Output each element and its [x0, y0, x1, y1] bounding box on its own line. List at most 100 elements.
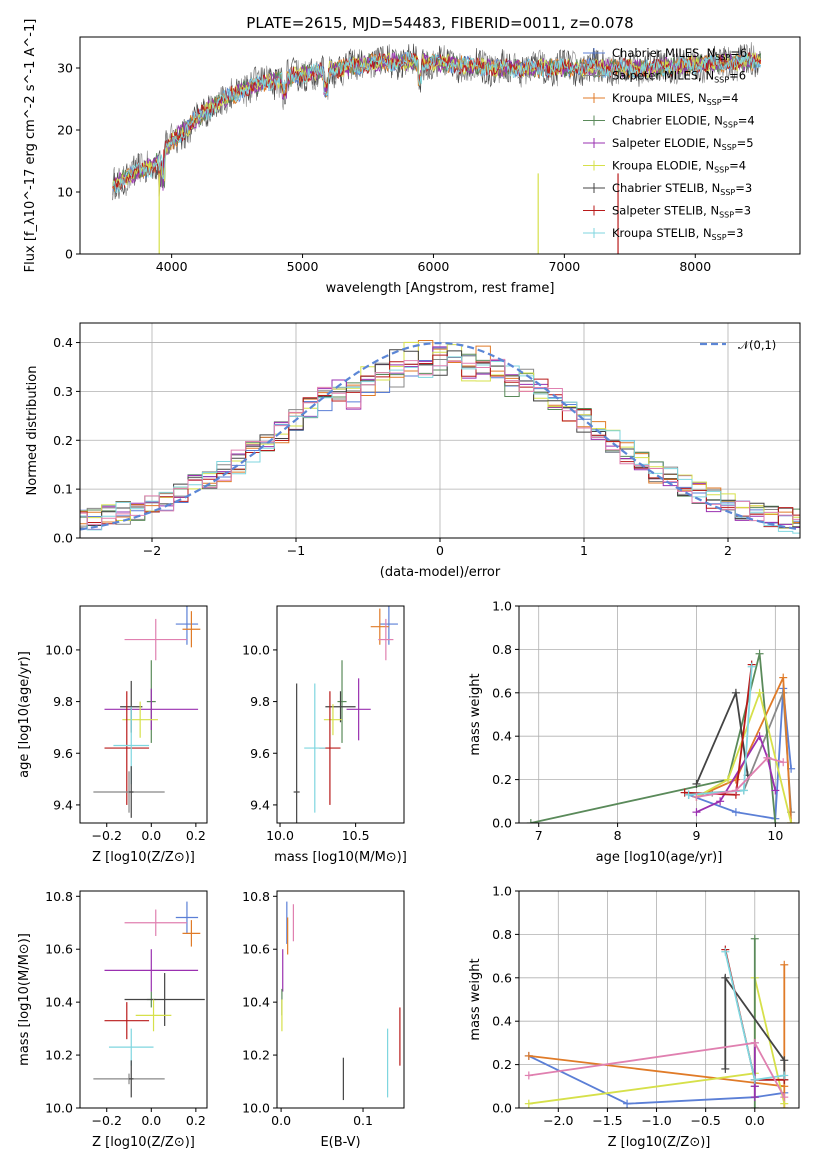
weight-point — [750, 1104, 759, 1108]
x-tick-label: 10 — [767, 828, 783, 843]
errorbar-point — [175, 901, 199, 934]
weight-point — [750, 934, 759, 943]
legend-n: N — [712, 181, 721, 195]
x-tick-label: 4000 — [156, 259, 188, 274]
weight-point — [779, 758, 788, 767]
x-tick-label: 7000 — [548, 259, 580, 274]
weight-line — [696, 756, 784, 798]
x-tick-label: 0.1 — [353, 1113, 373, 1128]
weight-point — [692, 779, 701, 788]
weight-point — [692, 792, 701, 801]
y-tick-label: 10 — [57, 185, 73, 200]
y-tick-label: 10.8 — [242, 889, 270, 904]
weight-point — [787, 819, 796, 823]
y-tick-label: 9.6 — [250, 746, 270, 761]
y-tick-label: 10.0 — [242, 1101, 270, 1116]
legend-val: =3 — [735, 181, 752, 195]
x-tick-label: −1 — [287, 543, 305, 558]
x-tick-label: 10.0 — [266, 828, 294, 843]
weight-point — [763, 753, 772, 762]
x-tick-label: −1.0 — [641, 1113, 671, 1128]
panel-mass_vs_ebv: 0.0 0.1 10.0 10.2 10.4 10.6 10.8 E(B-V) — [242, 889, 405, 1150]
x-tick-label: 8000 — [679, 259, 711, 274]
panel-weight_vs_age: 7 8 9 10 0.0 0.2 0.4 0.6 0.8 1.0 age [log10(age/yr… — [468, 599, 800, 865]
y-tick-label: 0.2 — [53, 433, 73, 448]
weight-point — [731, 786, 740, 795]
weight-point — [750, 1038, 759, 1047]
legend-item: Kroupa STELIB, NSSP=3 — [583, 226, 743, 242]
errorbar-point — [124, 618, 187, 661]
weight-point — [524, 1071, 533, 1080]
spectrum-line — [112, 51, 762, 194]
y-tick-label: 0.8 — [492, 642, 512, 657]
histogram-step — [80, 353, 800, 525]
legend-val: =3 — [734, 204, 751, 218]
weight-point — [731, 688, 740, 697]
legend-label: Chabrier MILES, NSSP=6 — [612, 46, 747, 62]
legend-n: N — [707, 46, 716, 60]
x-tick-label: −0.5 — [690, 1113, 720, 1128]
x-tick-label: 0.0 — [745, 1113, 765, 1128]
legend-sub: SSP — [723, 121, 738, 130]
y-tick-label: 9.6 — [53, 746, 73, 761]
weight-point — [692, 808, 701, 817]
x-tick-label: −0.2 — [92, 828, 122, 843]
weight-point — [771, 786, 780, 795]
weight-point — [780, 1071, 789, 1080]
weight-point — [750, 1075, 759, 1084]
x-axis-label: Z [log10(Z/Z⊙)] — [92, 850, 195, 865]
y-tick-label: 9.8 — [250, 694, 270, 709]
legend-label: Chabrier STELIB, NSSP=3 — [612, 181, 752, 197]
errorbar-point — [129, 766, 134, 818]
y-tick-label: 0.4 — [492, 729, 512, 744]
weight-point — [739, 786, 748, 795]
x-tick-label: 1 — [580, 543, 588, 558]
x-tick-label: 0.0 — [141, 1113, 161, 1128]
y-tick-label: 0.0 — [492, 1101, 512, 1116]
legend-val: =4 — [722, 91, 739, 105]
axes-frame — [276, 890, 405, 1109]
weight-point — [780, 960, 789, 969]
errorbar-point — [104, 688, 199, 730]
x-tick-label: −0.2 — [92, 1113, 122, 1128]
y-tick-label: 30 — [57, 61, 73, 76]
weight-point — [716, 797, 725, 806]
y-tick-label: 10.2 — [45, 1048, 73, 1063]
legend-val: =5 — [737, 136, 754, 150]
legend-n: N — [714, 114, 723, 128]
weight-point — [780, 1093, 789, 1102]
weight-point — [724, 775, 733, 784]
y-tick-label: 1.0 — [492, 599, 512, 614]
axes-frame — [79, 36, 801, 255]
weight-point — [623, 1099, 632, 1108]
legend-val: =4 — [738, 114, 755, 128]
legend-item: Kroupa ELODIE, NSSP=4 — [583, 159, 746, 175]
weight-point — [524, 1051, 533, 1060]
plot-area — [524, 934, 789, 1108]
errorbar-point — [182, 611, 201, 648]
errorbar-point — [104, 691, 150, 805]
legend-n: N — [698, 91, 707, 105]
legend-label: Kroupa STELIB, NSSP=3 — [612, 226, 743, 242]
x-axis-label: Z [log10(Z/Z⊙)] — [608, 1135, 711, 1150]
legend-item: Chabrier STELIB, NSSP=3 — [583, 181, 752, 197]
spectrum-line — [112, 52, 761, 196]
y-tick-label: 0.0 — [53, 531, 73, 546]
axes-frame — [79, 890, 208, 1109]
x-tick-label: 0.2 — [186, 1113, 206, 1128]
y-tick-label: 9.4 — [53, 797, 73, 812]
legend-val: =6 — [730, 46, 747, 60]
histogram-step — [80, 346, 800, 530]
legend-sub: SSP — [714, 76, 729, 85]
plot-area — [281, 901, 401, 1101]
legend-val: =3 — [727, 226, 744, 240]
y-tick-label: 1.0 — [492, 884, 512, 899]
errorbar-point — [124, 973, 205, 1026]
panel-weight_vs_Z: −2.0 −1.5 −1.0 −0.5 0.0 0.0 0.2 0.4 0.6 0.8 1.0 Z [… — [468, 884, 800, 1150]
weight-line — [528, 1055, 785, 1105]
x-tick-label: −1.5 — [592, 1113, 622, 1128]
errorbar-point — [104, 1002, 150, 1040]
axes-frame — [79, 605, 208, 824]
weight-point — [771, 819, 780, 823]
